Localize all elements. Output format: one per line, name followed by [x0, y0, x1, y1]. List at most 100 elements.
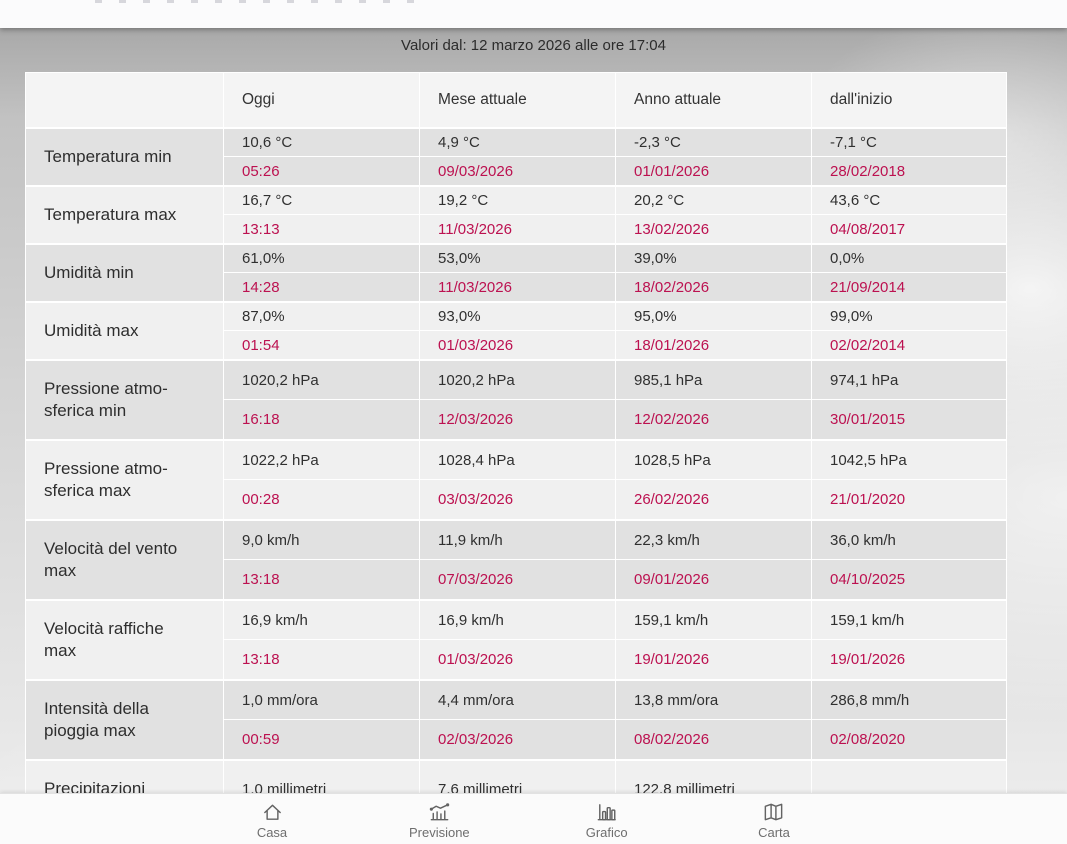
date-cell: 26/02/2026 — [616, 480, 811, 519]
table-row: Intensità della pioggia max 1,0 mm/ora 4,4… — [26, 681, 1006, 759]
date-cell: 03/03/2026 — [420, 480, 615, 519]
column-header: Anno attuale — [616, 73, 811, 127]
value-cell: 99,0% — [812, 303, 1006, 330]
nav-items: Casa Previsione Grafico Carta — [230, 794, 816, 844]
value-cell: 286,8 mm/h — [812, 681, 1006, 719]
nav-item-label: Previsione — [408, 825, 470, 840]
value-cell: -2,3 °C — [616, 129, 811, 156]
table-row: Pressione atmo- sferica max 1022,2 hPa 102… — [26, 441, 1006, 519]
table-row: Umidità min 61,0% 53,0% 39,0% 0,0% 14:28 11/03… — [26, 245, 1006, 301]
value-cell: 53,0% — [420, 245, 615, 272]
date-cell: 13/02/2026 — [616, 215, 811, 243]
value-cell: -7,1 °C — [812, 129, 1006, 156]
value-cell: 22,3 km/h — [616, 521, 811, 559]
column-header: Mese attuale — [420, 73, 615, 127]
stats-table: Oggi Mese attuale Anno attuale dall'inizio T… — [25, 72, 1007, 818]
value-cell: 95,0% — [616, 303, 811, 330]
date-cell: 19/01/2026 — [812, 640, 1006, 679]
value-cell: 1022,2 hPa — [224, 441, 419, 479]
nav-item-previsione[interactable]: Previsione — [397, 794, 481, 844]
date-cell: 07/03/2026 — [420, 560, 615, 599]
value-cell: 39,0% — [616, 245, 811, 272]
top-bar — [0, 0, 1067, 28]
value-cell: 159,1 km/h — [812, 601, 1006, 639]
table-row: Velocità del vento max 9,0 km/h 11,9 km/h 2… — [26, 521, 1006, 599]
date-cell: 11/03/2026 — [420, 215, 615, 243]
date-cell: 01/03/2026 — [420, 640, 615, 679]
value-cell: 0,0% — [812, 245, 1006, 272]
forecast-icon — [428, 801, 451, 824]
value-cell: 1020,2 hPa — [420, 361, 615, 399]
date-cell: 00:59 — [224, 720, 419, 759]
row-label: Temperatura max — [26, 187, 223, 243]
value-cell: 10,6 °C — [224, 129, 419, 156]
date-cell: 04/08/2017 — [812, 215, 1006, 243]
row-label: Umidità max — [26, 303, 223, 359]
date-cell: 02/08/2020 — [812, 720, 1006, 759]
nav-item-label: Carta — [758, 825, 790, 840]
date-cell: 09/03/2026 — [420, 157, 615, 185]
value-cell: 93,0% — [420, 303, 615, 330]
column-header: Oggi — [224, 73, 419, 127]
date-cell: 02/03/2026 — [420, 720, 615, 759]
home-icon — [261, 801, 284, 824]
table-row: Velocità raffiche max 16,9 km/h 16,9 km/h 1… — [26, 601, 1006, 679]
nav-item-casa[interactable]: Casa — [230, 794, 314, 844]
date-cell: 19/01/2026 — [616, 640, 811, 679]
date-cell: 21/09/2014 — [812, 273, 1006, 301]
table-row: Pressione atmo- sferica min 1020,2 hPa 102… — [26, 361, 1006, 439]
date-cell: 01:54 — [224, 331, 419, 359]
nav-item-label: Grafico — [585, 825, 628, 840]
bottom-nav-bar: Casa Previsione Grafico Carta — [0, 793, 1067, 844]
value-cell: 4,9 °C — [420, 129, 615, 156]
table-row: Temperatura min 10,6 °C 4,9 °C -2,3 °C -7,1 … — [26, 129, 1006, 185]
value-cell: 16,9 km/h — [420, 601, 615, 639]
date-cell: 01/03/2026 — [420, 331, 615, 359]
date-cell: 05:26 — [224, 157, 419, 185]
table-row: Temperatura max 16,7 °C 19,2 °C 20,2 °C 43,6… — [26, 187, 1006, 243]
value-cell: 11,9 km/h — [420, 521, 615, 559]
value-cell: 1042,5 hPa — [812, 441, 1006, 479]
column-header: dall'inizio — [812, 73, 1006, 127]
value-cell: 43,6 °C — [812, 187, 1006, 214]
value-cell: 9,0 km/h — [224, 521, 419, 559]
map-icon — [762, 801, 785, 824]
value-cell: 974,1 hPa — [812, 361, 1006, 399]
date-cell: 08/02/2026 — [616, 720, 811, 759]
nav-item-grafico[interactable]: Grafico — [565, 794, 649, 844]
value-cell: 1020,2 hPa — [224, 361, 419, 399]
value-cell: 985,1 hPa — [616, 361, 811, 399]
date-cell: 01/01/2026 — [616, 157, 811, 185]
value-cell: 16,9 km/h — [224, 601, 419, 639]
value-cell: 16,7 °C — [224, 187, 419, 214]
date-cell: 18/01/2026 — [616, 331, 811, 359]
date-cell: 30/01/2015 — [812, 400, 1006, 439]
nav-item-carta[interactable]: Carta — [732, 794, 816, 844]
date-cell: 13:18 — [224, 560, 419, 599]
date-cell: 00:28 — [224, 480, 419, 519]
date-cell: 02/02/2014 — [812, 331, 1006, 359]
row-label: Velocità raffiche max — [26, 601, 223, 679]
value-cell: 61,0% — [224, 245, 419, 272]
date-cell: 12/02/2026 — [616, 400, 811, 439]
date-cell: 12/03/2026 — [420, 400, 615, 439]
bar-chart-icon — [595, 801, 618, 824]
table-header-row: Oggi Mese attuale Anno attuale dall'inizio — [26, 73, 1006, 127]
value-cell: 13,8 mm/ora — [616, 681, 811, 719]
date-cell: 14:28 — [224, 273, 419, 301]
row-label: Pressione atmo- sferica min — [26, 361, 223, 439]
row-label: Velocità del vento max — [26, 521, 223, 599]
date-cell: 28/02/2018 — [812, 157, 1006, 185]
row-label: Umidità min — [26, 245, 223, 301]
table-row: Umidità max 87,0% 93,0% 95,0% 99,0% 01:54 01/0… — [26, 303, 1006, 359]
date-cell: 11/03/2026 — [420, 273, 615, 301]
row-label: Temperatura min — [26, 129, 223, 185]
value-cell: 36,0 km/h — [812, 521, 1006, 559]
date-cell: 21/01/2020 — [812, 480, 1006, 519]
column-header — [26, 73, 223, 127]
row-label: Pressione atmo- sferica max — [26, 441, 223, 519]
date-cell: 13:18 — [224, 640, 419, 679]
value-cell: 4,4 mm/ora — [420, 681, 615, 719]
values-since-title: Valori dal: 12 marzo 2026 alle ore 17:04 — [401, 37, 666, 54]
clipped-title-remnant — [95, 0, 430, 3]
